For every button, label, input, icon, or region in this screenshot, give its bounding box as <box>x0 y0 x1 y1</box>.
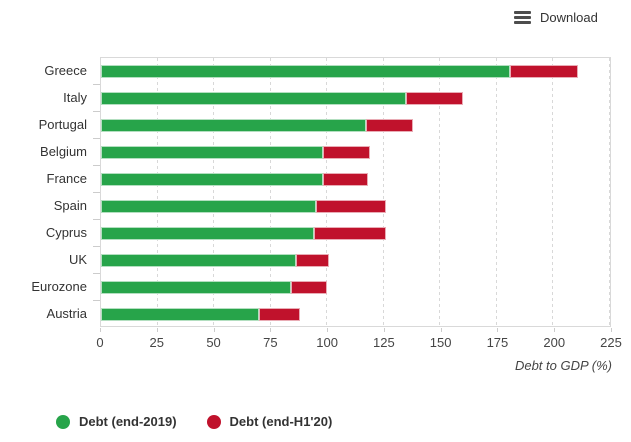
gridline-125 <box>382 58 384 326</box>
category-label-cyprus: Cyprus <box>45 225 87 240</box>
bar-segment-2019-austria[interactable] <box>101 308 260 321</box>
x-tick-200 <box>554 328 556 332</box>
legend-item-debt-2019[interactable]: Debt (end-2019) <box>56 414 177 429</box>
x-tick-175 <box>497 328 499 332</box>
bar-segment-h120-italy[interactable] <box>406 92 463 105</box>
x-tick-label: 225 <box>600 335 622 350</box>
gridline-25 <box>156 58 158 326</box>
x-tick-label: 100 <box>316 335 338 350</box>
bar-segment-2019-uk[interactable] <box>101 254 296 267</box>
legend-item-debt-h120[interactable]: Debt (end-H1'20) <box>206 414 333 429</box>
hamburger-menu-icon <box>514 10 531 24</box>
x-tick-150 <box>440 328 442 332</box>
bar-segment-h120-cyprus[interactable] <box>313 227 387 240</box>
category-label-uk: UK <box>68 252 87 267</box>
legend-label: Debt (end-H1'20) <box>229 414 333 429</box>
x-tick-75 <box>270 328 272 332</box>
y-tick <box>93 165 100 166</box>
bar-segment-h120-uk[interactable] <box>295 254 330 267</box>
x-tick-label: 75 <box>263 335 278 350</box>
x-axis-title: Debt to GDP (%) <box>514 358 612 373</box>
bar-row <box>101 247 610 274</box>
bar-segment-h120-portugal[interactable] <box>365 119 414 132</box>
download-label: Download <box>540 9 598 25</box>
bar-segment-2019-italy[interactable] <box>101 92 407 105</box>
legend-label: Debt (end-2019) <box>79 414 177 429</box>
x-tick-100 <box>327 328 329 332</box>
chart-legend: Debt (end-2019) Debt (end-H1'20) <box>56 414 332 429</box>
bar-row <box>101 166 610 193</box>
bar-segment-h120-france[interactable] <box>322 173 368 186</box>
bar-segment-h120-belgium[interactable] <box>322 146 371 159</box>
x-tick-225 <box>611 328 612 332</box>
bar-segment-2019-eurozone[interactable] <box>101 281 292 294</box>
download-button[interactable]: Download <box>514 8 598 26</box>
category-label-portugal: Portugal <box>38 117 87 132</box>
gridline-200 <box>552 58 554 326</box>
bar-segment-h120-austria[interactable] <box>259 308 301 321</box>
gridline-175 <box>495 58 497 326</box>
bar-segment-2019-cyprus[interactable] <box>101 227 314 240</box>
bar-row <box>101 220 610 247</box>
x-tick-label: 200 <box>543 335 566 350</box>
bar-row <box>101 301 610 328</box>
bar-segment-h120-spain[interactable] <box>315 200 387 213</box>
bar-row <box>101 58 610 85</box>
bar-segment-h120-greece[interactable] <box>510 65 579 78</box>
y-tick <box>93 219 100 220</box>
bar-row <box>101 193 610 220</box>
y-tick <box>93 300 100 301</box>
x-tick-label: 175 <box>486 335 509 350</box>
x-tick-125 <box>383 328 385 332</box>
category-label-eurozone: Eurozone <box>31 279 87 294</box>
y-tick <box>93 84 100 85</box>
gridline-225 <box>609 58 610 326</box>
legend-marker-red-icon <box>206 414 221 429</box>
legend-marker-green-icon <box>56 414 70 429</box>
bar-segment-2019-greece[interactable] <box>101 65 511 78</box>
y-tick <box>93 192 100 193</box>
x-tick-label: 125 <box>373 335 395 350</box>
gridline-100 <box>326 58 328 326</box>
category-label-france: France <box>46 171 87 186</box>
bar-row <box>101 112 610 139</box>
bar-row <box>101 274 610 301</box>
bar-row <box>101 85 610 112</box>
gridline-150 <box>439 58 441 326</box>
category-label-belgium: Belgium <box>40 144 87 159</box>
bar-segment-h120-eurozone[interactable] <box>291 281 328 294</box>
y-tick <box>93 111 100 112</box>
bar-row <box>101 139 610 166</box>
bar-segment-2019-portugal[interactable] <box>101 119 366 132</box>
category-axis-labels: Greece Italy Portugal Belgium France Spain Cyp… <box>0 57 87 327</box>
x-tick-0 <box>100 328 101 332</box>
gridline-50 <box>213 58 215 326</box>
x-tick-25 <box>156 328 158 332</box>
y-tick <box>93 138 100 139</box>
x-tick-50 <box>213 328 215 332</box>
bar-segment-2019-france[interactable] <box>101 173 323 186</box>
x-tick-label: 25 <box>149 335 164 350</box>
category-label-greece: Greece <box>44 63 87 78</box>
x-tick-label: 50 <box>206 335 221 350</box>
bar-segment-2019-spain[interactable] <box>101 200 316 213</box>
x-tick-label: 0 <box>96 335 104 350</box>
category-label-italy: Italy <box>63 90 87 105</box>
y-tick <box>93 273 100 274</box>
bar-segment-2019-belgium[interactable] <box>101 146 323 159</box>
gridline-75 <box>269 58 271 326</box>
x-tick-label: 150 <box>429 335 452 350</box>
category-label-spain: Spain <box>53 198 87 213</box>
category-label-austria: Austria <box>46 306 87 321</box>
y-tick <box>93 246 100 247</box>
plot-area <box>100 57 611 327</box>
